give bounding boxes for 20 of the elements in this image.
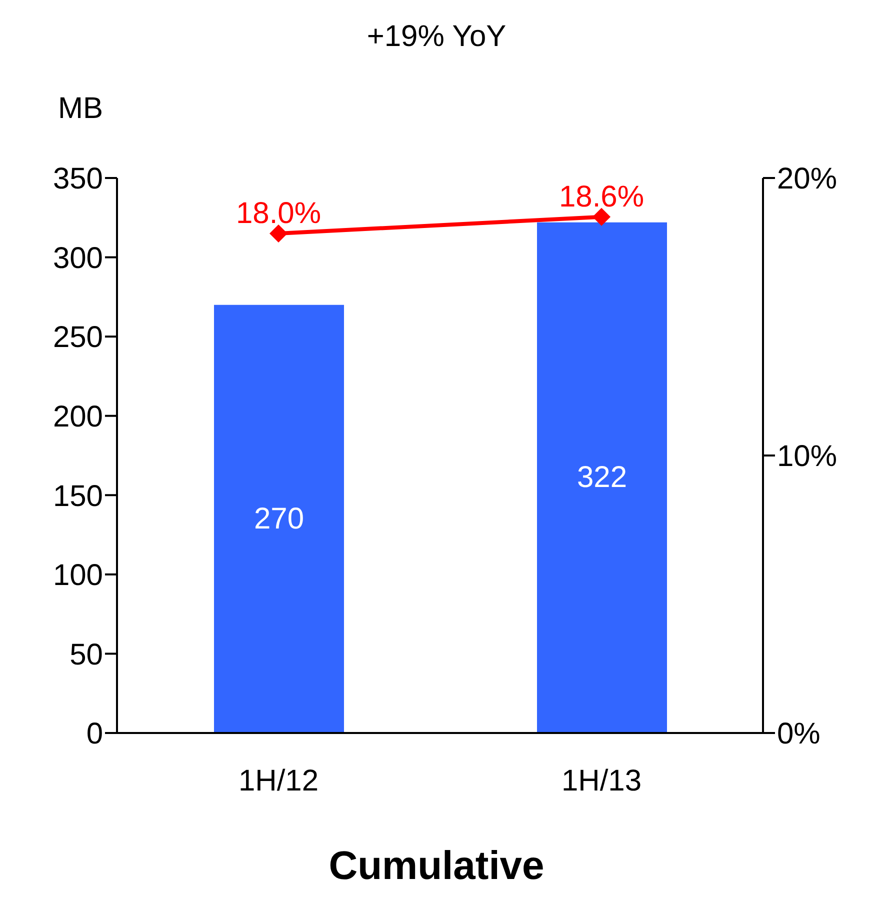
y-axis-title: MB <box>58 92 103 126</box>
x-axis-title: Cumulative <box>328 844 546 889</box>
data-label: 322 <box>576 461 628 494</box>
y-tick-label: 50 <box>70 638 103 672</box>
y2-tick-label: 10% <box>777 440 838 474</box>
x-tick-label: 1H/13 <box>561 764 642 798</box>
data-label: 18.0% <box>236 197 322 230</box>
y-tick-label: 0 <box>86 718 103 751</box>
chart-title: +19% YoY <box>366 20 508 54</box>
y-tick-label: 350 <box>52 162 103 196</box>
y-tick-label: 100 <box>52 559 103 592</box>
y-tick-label: 200 <box>52 400 103 434</box>
y-tick-label: 150 <box>52 480 103 513</box>
y2-tick-label: 0% <box>777 718 820 751</box>
y-tick-label: 300 <box>52 242 103 275</box>
data-label: 18.6% <box>558 180 644 214</box>
y-tick-label: 250 <box>52 321 103 354</box>
data-label: 270 <box>254 502 304 536</box>
y2-tick-label: 20% <box>777 162 838 196</box>
x-tick-label: 1H/12 <box>238 764 319 798</box>
